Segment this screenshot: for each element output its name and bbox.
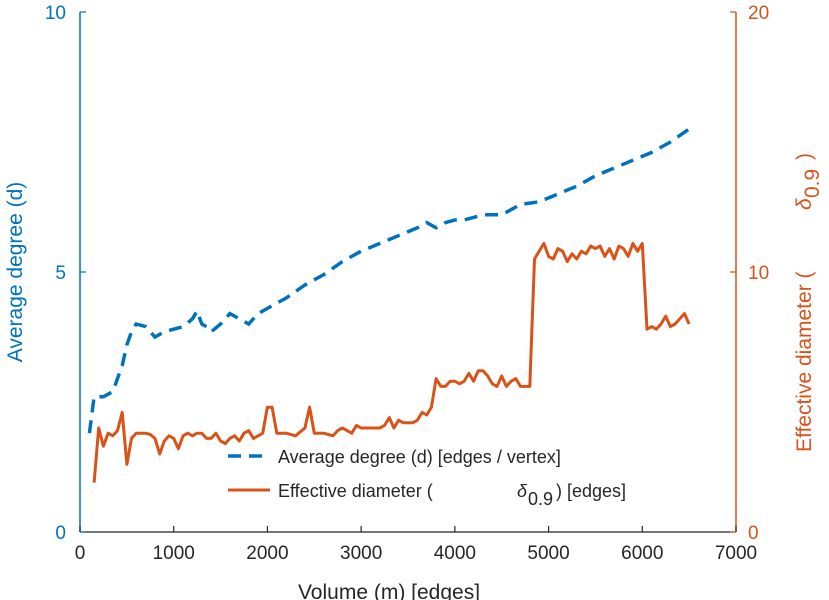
series-average-degree-line [87, 127, 691, 434]
right-y-axis-label: Effective diameter ( δ 0.9 ) [793, 153, 824, 452]
right-y-tick-label: 10 [748, 263, 769, 284]
right-y-axis-ticks: 0 10 20 [730, 3, 769, 544]
right-y-axis-label-symbol: δ [793, 198, 816, 210]
left-y-tick-label: 0 [55, 523, 66, 544]
right-y-tick-label: 0 [748, 523, 759, 544]
right-y-tick-label: 20 [748, 3, 769, 24]
right-y-axis-label-prefix: Effective diameter ( [793, 271, 816, 452]
legend: Average degree (d) [edges / vertex] Effe… [228, 447, 626, 509]
left-y-tick-label: 5 [55, 263, 66, 284]
x-tick-label: 5000 [527, 543, 569, 564]
x-tick-label: 1000 [153, 543, 195, 564]
legend-diameter-label-subscript: 0.9 [528, 489, 553, 509]
left-y-axis-label: Average degree (d) [4, 182, 27, 363]
legend-diameter-label-prefix: Effective diameter ( [278, 481, 433, 501]
legend-diameter-label-suffix: ) [edges] [556, 481, 626, 501]
left-y-tick-label: 10 [45, 3, 66, 24]
right-y-axis-label-subscript: 0.9 [801, 169, 824, 198]
x-tick-label: 6000 [621, 543, 663, 564]
legend-degree-label: Average degree (d) [edges / vertex] [278, 447, 561, 467]
x-tick-label: 0 [75, 543, 86, 564]
x-tick-label: 3000 [340, 543, 382, 564]
series-effective-diameter-line [92, 241, 691, 483]
right-y-axis-label-suffix: ) [793, 153, 816, 160]
x-axis-label: Volume (m) [edges] [298, 581, 480, 600]
x-tick-label: 7000 [715, 543, 757, 564]
x-axis-ticks: 0 1000 2000 3000 4000 5000 6000 7000 [75, 526, 757, 564]
legend-diameter-label-symbol: δ [517, 481, 528, 501]
left-y-axis-ticks: 0 5 10 [45, 3, 86, 544]
x-tick-label: 2000 [246, 543, 288, 564]
x-tick-label: 4000 [434, 543, 476, 564]
